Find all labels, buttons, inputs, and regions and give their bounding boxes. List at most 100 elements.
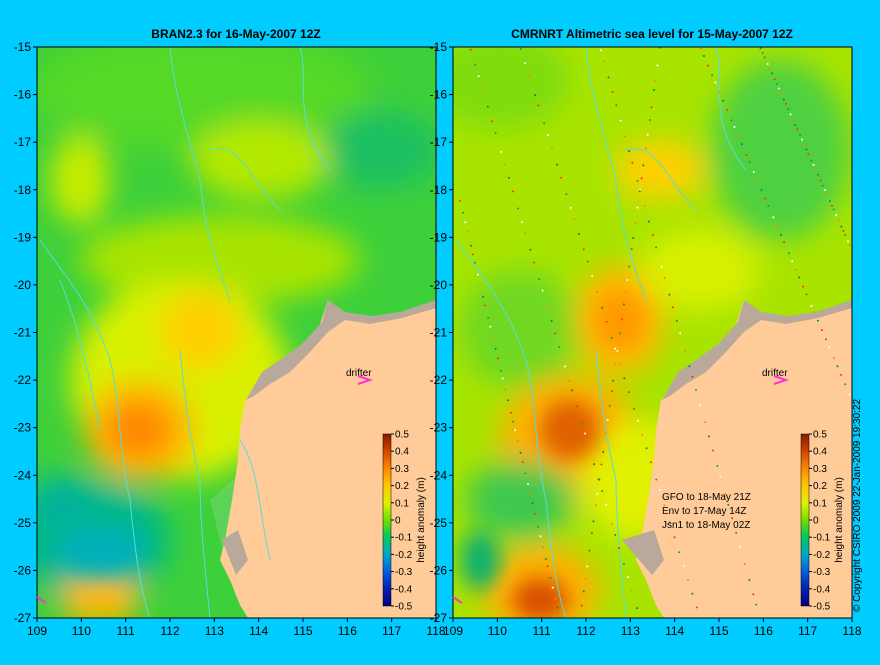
track-point — [739, 545, 741, 548]
lat-tick-label: -27 — [14, 611, 32, 625]
track-point — [730, 119, 733, 122]
track-point — [550, 320, 553, 322]
lon-tick-label: 118 — [842, 624, 861, 638]
track-point — [743, 563, 746, 565]
track-point — [527, 483, 529, 486]
track-point — [543, 122, 546, 125]
track-point — [648, 119, 651, 121]
track-point — [748, 161, 751, 163]
track-point — [718, 91, 721, 94]
track-point — [647, 220, 650, 223]
track-point — [760, 188, 763, 191]
track-point — [599, 49, 602, 52]
track-point — [614, 533, 617, 536]
track-point — [636, 607, 639, 610]
right-colorbar: 0.5 0.4 0.3 0.2 0.1 0 -0.1 -0.2 -0.3 -0.4 -0.5 hei… — [800, 430, 845, 613]
track-point — [507, 176, 510, 179]
track-point — [630, 589, 633, 592]
track-point — [618, 547, 621, 549]
track-point — [582, 248, 585, 251]
track-point — [539, 535, 542, 538]
track-point — [482, 295, 485, 298]
track-point — [469, 48, 472, 51]
track-point — [576, 405, 578, 408]
lat-tick-label: -16 — [430, 88, 448, 102]
track-point — [782, 98, 785, 101]
track-point — [482, 90, 485, 93]
track-point — [691, 375, 694, 378]
left-drifter-label: drifter — [346, 368, 372, 379]
colorbar-tick-label: -0.2 — [395, 550, 413, 561]
colorbar-tick-label: 0.4 — [813, 447, 827, 458]
track-point — [524, 472, 527, 475]
lon-tick-label: 109 — [27, 624, 47, 638]
track-point — [624, 135, 627, 138]
colorbar-tick-label: 0.5 — [395, 430, 409, 441]
track-point — [474, 261, 476, 264]
track-point — [626, 279, 629, 281]
track-point — [464, 221, 467, 224]
satellite-info-env: Env to 17-May 14Z — [662, 506, 746, 517]
track-point — [588, 549, 591, 552]
track-point — [655, 478, 658, 481]
track-point — [773, 78, 776, 81]
colorbar-tick-label: -0.5 — [395, 602, 413, 613]
track-point — [623, 377, 626, 380]
track-point — [584, 577, 587, 580]
left-lat-ticks: -15 -16 -17 -18 -19 -20 -21 -22 -23 -24 -25 -26 -27 — [14, 40, 37, 625]
track-point — [611, 90, 614, 93]
track-point — [812, 163, 815, 166]
track-point — [605, 320, 608, 323]
left-contours — [39, 47, 331, 618]
track-point — [840, 373, 843, 376]
lat-tick-label: -21 — [14, 326, 32, 340]
track-point — [528, 75, 531, 77]
track-point — [564, 365, 567, 368]
track-point — [489, 325, 492, 328]
lon-tick-label: 117 — [382, 624, 401, 638]
colorbar-tick-label: 0 — [395, 516, 401, 527]
track-point — [512, 190, 514, 193]
track-point — [799, 134, 801, 137]
colorbar-tick-label: -0.3 — [395, 567, 413, 578]
colorbar-tick-label: -0.4 — [395, 584, 413, 595]
track-point — [544, 558, 547, 561]
track-point — [771, 72, 773, 75]
track-point — [594, 504, 597, 507]
track-point — [727, 503, 730, 506]
track-point — [610, 390, 613, 393]
track-point — [828, 200, 831, 202]
track-point — [506, 399, 509, 402]
track-point — [801, 138, 803, 141]
track-point — [620, 318, 623, 321]
track-point — [610, 337, 613, 339]
track-point — [668, 293, 671, 296]
right-map-panel: CMRNRT Altimetric sea level for 15-May-2… — [430, 27, 862, 638]
track-point — [777, 87, 780, 90]
colorbar-tick-label: 0.1 — [813, 498, 827, 509]
copyright-notice: © Copyright CSIRO 2009 22-Jan-2009 19:30… — [852, 398, 863, 612]
track-point — [534, 94, 537, 97]
track-point — [622, 563, 625, 565]
track-point — [780, 93, 783, 96]
track-point — [628, 265, 631, 268]
right-altimeter-track-points — [459, 47, 851, 610]
track-point — [558, 346, 561, 349]
track-point — [835, 214, 838, 217]
track-point — [610, 522, 613, 525]
track-point — [848, 244, 851, 247]
track-point — [590, 532, 593, 535]
track-point — [832, 208, 835, 211]
track-point — [494, 347, 497, 350]
track-point — [521, 461, 524, 464]
track-point — [514, 429, 517, 432]
track-point — [779, 233, 782, 236]
track-point — [586, 260, 589, 263]
track-point — [573, 218, 576, 221]
track-point — [651, 234, 654, 237]
track-point — [636, 206, 639, 209]
track-point — [653, 89, 655, 91]
track-point — [581, 422, 584, 425]
track-point — [840, 225, 843, 228]
